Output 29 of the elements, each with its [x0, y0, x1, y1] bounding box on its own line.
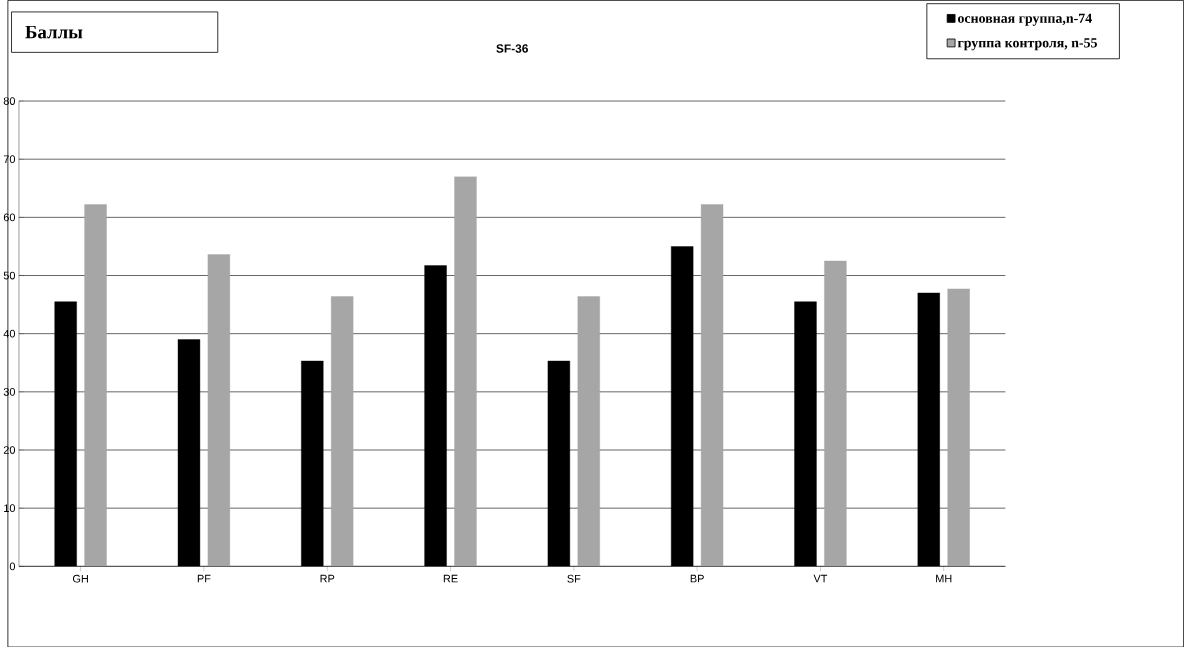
y-tick-label: 40 [3, 329, 16, 338]
x-tick-label: MH [936, 574, 952, 583]
legend-label: основная группа,n-74 [957, 13, 1092, 26]
bar [84, 204, 107, 567]
x-tick-label: GH [72, 574, 88, 583]
x-tick-label: RP [320, 574, 335, 583]
y-tick-label: 70 [3, 155, 16, 163]
y-tick-label: 0 [9, 562, 16, 570]
bar [700, 204, 724, 567]
bar [577, 296, 600, 567]
bar [824, 260, 847, 567]
bar [207, 254, 231, 567]
chart-title: SF-36 [496, 44, 528, 53]
legend-label: группа контроля, n-55 [957, 38, 1097, 51]
bar [454, 176, 477, 567]
y-tick-label: 50 [3, 271, 16, 280]
bar [947, 288, 970, 567]
y-tick-label: 60 [3, 213, 16, 221]
y-tick-label: 10 [4, 504, 16, 512]
y-tick-label: 30 [3, 387, 16, 396]
x-tick-label: VT [813, 574, 828, 583]
y-axis-title: Баллы [25, 25, 83, 39]
x-tick-label: BP [690, 574, 704, 583]
bar [331, 296, 354, 567]
y-tick-label: 20 [3, 445, 16, 454]
y-tick-label: 80 [3, 96, 16, 105]
x-tick-label: SF [567, 574, 581, 583]
x-tick-label: RE [443, 574, 458, 583]
x-tick-label: PF [197, 574, 211, 583]
